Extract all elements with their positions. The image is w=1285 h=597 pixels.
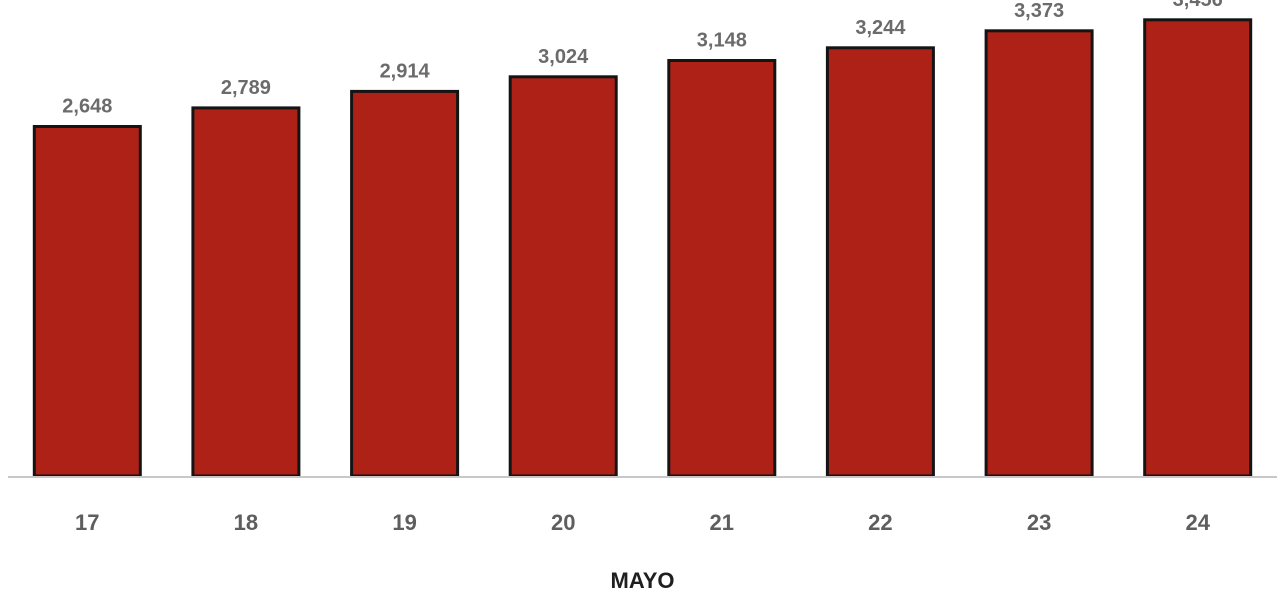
value-label-24: 3,456 — [1173, 0, 1223, 11]
value-label-18: 2,789 — [221, 77, 271, 99]
x-tick-label-19: 19 — [392, 510, 416, 535]
bar-21 — [667, 59, 777, 478]
bar-24 — [1143, 18, 1253, 478]
x-tick-label-23: 23 — [1027, 510, 1051, 535]
bar-19 — [350, 89, 460, 478]
x-tick-label-18: 18 — [234, 510, 258, 535]
x-tick-label-20: 20 — [551, 510, 575, 535]
value-label-19: 2,914 — [380, 60, 431, 82]
bar-22 — [825, 46, 935, 478]
value-label-20: 3,024 — [538, 46, 589, 68]
bar-17 — [32, 125, 142, 478]
value-labels-group: 2,648 2,789 2,914 3,024 3,148 3,244 3,373 3,456 — [62, 0, 1223, 118]
x-axis-title: MAYO — [611, 568, 675, 593]
x-tick-labels-group: 17 18 19 20 21 22 23 24 — [75, 510, 1211, 535]
bars-group — [32, 18, 1253, 478]
bar-20 — [508, 75, 618, 478]
x-tick-label-22: 22 — [868, 510, 892, 535]
value-label-21: 3,148 — [697, 30, 747, 52]
value-label-23: 3,373 — [1014, 0, 1064, 22]
bar-23 — [984, 29, 1094, 478]
value-label-22: 3,244 — [855, 17, 906, 39]
x-tick-label-24: 24 — [1185, 510, 1210, 535]
x-tick-label-21: 21 — [710, 510, 734, 535]
x-tick-label-17: 17 — [75, 510, 99, 535]
bar-18 — [191, 106, 301, 478]
value-label-17: 2,648 — [62, 96, 112, 118]
